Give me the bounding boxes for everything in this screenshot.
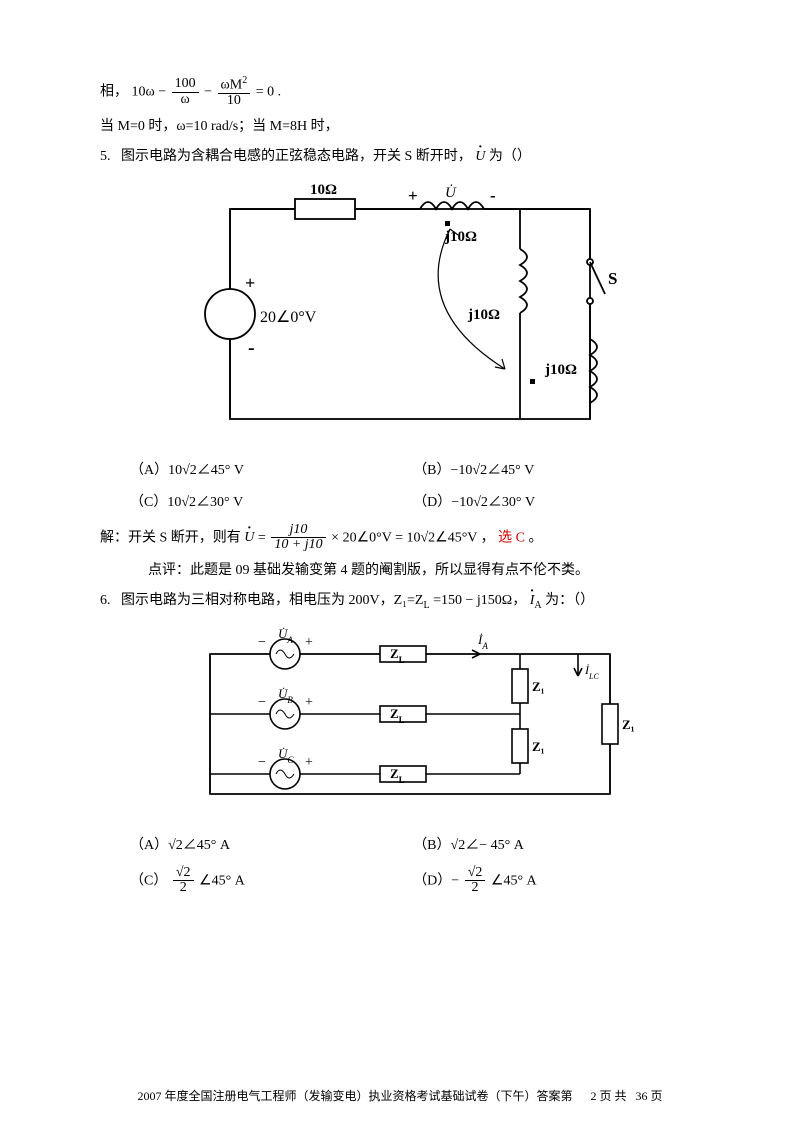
- q5-opt-b: （B）−10√2∠45° V: [413, 459, 696, 479]
- page-footer: 2007 年度全国注册电气工程师（发输变电）执业资格考试基础试卷（下午）答案第 …: [0, 1087, 800, 1104]
- q5-sol-u: U: [244, 526, 254, 550]
- q5-num: 5.: [100, 149, 111, 164]
- svg-text:Z₁: Z₁: [532, 679, 545, 694]
- eq-left: 10ω −: [132, 85, 167, 100]
- q6-text-pre: 图示电路为三相对称电路，相电压为 200V，Z₁=Z: [121, 593, 424, 608]
- question-6: 6. 图示电路为三相对称电路，相电压为 200V，Z₁=ZL =150 − j1…: [100, 589, 720, 614]
- q5-uvar: U: [475, 145, 485, 169]
- svg-text:İA: İA: [477, 632, 488, 651]
- q5-options: （A）10√2∠45° V （B）−10√2∠45° V （C）10√2∠30°…: [130, 453, 720, 517]
- q5-opt-d: （D）−10√2∠30° V: [413, 491, 696, 511]
- frac-2: ωM2 10: [218, 76, 251, 109]
- q5-solution: 解：开关 S 断开，则有 U = j10 10 + j10 × 20∠0°V =…: [100, 523, 720, 553]
- q6-ivar: I: [530, 589, 535, 613]
- q6-opt-b: （B）√2∠− 45° A: [413, 834, 696, 854]
- q5-sol-dot: 。: [529, 530, 543, 545]
- question-5: 5. 图示电路为含耦合电感的正弦稳态电路，开关 S 断开时， U 为（）: [100, 145, 720, 169]
- footer-right: 36 页: [636, 1089, 663, 1103]
- q5-sol-pre: 解：开关 S 断开，则有: [100, 530, 241, 545]
- line-2: 当 M=0 时，ω=10 rad/s；当 M=8H 时，: [100, 115, 720, 139]
- q6-opt-c: （C） √22 ∠45° A: [130, 866, 413, 896]
- circuit-diagram-6: − + U̇A − + U̇B − + U̇C ZL ZL ZL İA İLC …: [180, 624, 640, 814]
- q6-text-mid: =150 − j150Ω，: [433, 593, 526, 608]
- svg-text:Z₁: Z₁: [622, 717, 635, 732]
- eq-prefix: 相，: [100, 85, 128, 100]
- circuit-diagram-5: 10Ω + U̇ - j10Ω j10Ω j10Ω S + - 20∠0°V: [190, 179, 630, 439]
- d5-jL1: j10Ω: [444, 229, 477, 245]
- d5-src: 20∠0°V: [260, 309, 317, 326]
- d5-r: 10Ω: [310, 182, 337, 198]
- footer-left: 2007 年度全国注册电气工程师（发输变电）执业资格考试基础试卷（下午）答案第: [137, 1089, 572, 1103]
- d5-switch: S: [608, 269, 617, 288]
- d5-jL3: j10Ω: [544, 362, 577, 378]
- eq-minus: −: [204, 85, 215, 100]
- svg-text:+: +: [305, 635, 313, 650]
- q5-opt-c: （C）10√2∠30° V: [130, 491, 413, 511]
- top-equation: 相， 10ω − 100 ω − ωM2 10 = 0 .: [100, 76, 720, 109]
- q6-text-post: 为：（）: [545, 593, 594, 608]
- svg-text:+: +: [305, 695, 313, 710]
- q6-opt-a: （A）√2∠45° A: [130, 834, 413, 854]
- eq-right: = 0 .: [256, 85, 281, 100]
- q5-sol-eq: =: [258, 530, 269, 545]
- svg-text:U̇: U̇: [445, 184, 457, 200]
- q5-sol-frac: j10 10 + j10: [271, 523, 325, 553]
- svg-text:İLC: İLC: [584, 663, 599, 681]
- q5-sol-answer: 选 C: [498, 530, 525, 545]
- document-page: 相， 10ω − 100 ω − ωM2 10 = 0 . 当 M=0 时，ω=…: [0, 0, 800, 1134]
- d5-uminus: -: [490, 186, 496, 205]
- q5-text-post: 为（）: [489, 149, 531, 164]
- frac-1: 100 ω: [172, 77, 199, 107]
- q6-num: 6.: [100, 593, 111, 608]
- q6-options: （A）√2∠45° A （B）√2∠− 45° A （C） √22 ∠45° A…: [130, 828, 720, 902]
- d5-sminus: -: [248, 337, 255, 359]
- svg-text:−: −: [258, 695, 266, 710]
- q5-text-pre: 图示电路为含耦合电感的正弦稳态电路，开关 S 断开时，: [121, 149, 472, 164]
- d5-splus: +: [245, 273, 255, 293]
- q5-opt-a: （A）10√2∠45° V: [130, 459, 413, 479]
- svg-text:Z₁: Z₁: [532, 739, 545, 754]
- svg-text:−: −: [258, 755, 266, 770]
- d5-uplus: +: [408, 186, 418, 205]
- svg-text:+: +: [305, 755, 313, 770]
- svg-text:−: −: [258, 635, 266, 650]
- q5-note: 点评：此题是 09 基础发输变第 4 题的阉割版，所以显得有点不伦不类。: [100, 559, 720, 583]
- d5-jL2: j10Ω: [467, 307, 500, 323]
- q6-opt-d: （D）− √22 ∠45° A: [413, 866, 696, 896]
- footer-mid: 2 页 共: [590, 1089, 626, 1103]
- q5-sol-post: × 20∠0°V = 10√2∠45°V ，: [331, 530, 495, 545]
